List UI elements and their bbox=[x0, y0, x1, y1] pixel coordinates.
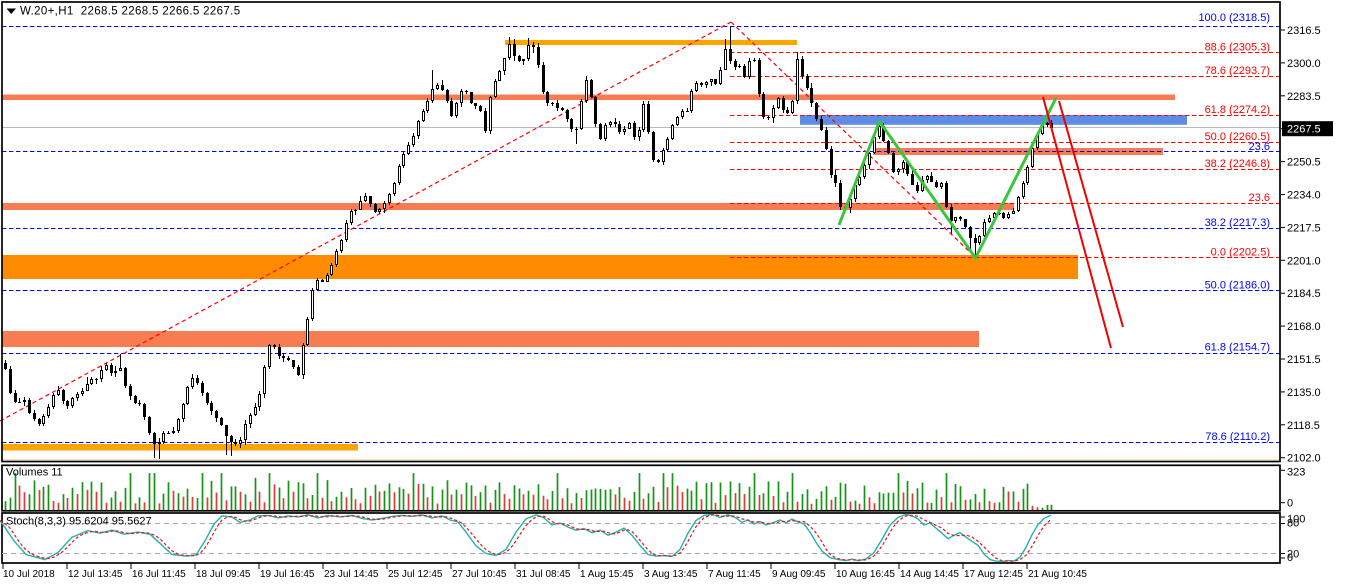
svg-text:31 Jul 08:45: 31 Jul 08:45 bbox=[516, 569, 571, 580]
svg-text:19 Jul 16:45: 19 Jul 16:45 bbox=[260, 569, 315, 580]
svg-text:20: 20 bbox=[1287, 548, 1299, 560]
svg-text:2283.5: 2283.5 bbox=[1287, 91, 1321, 103]
svg-text:38.2 (2217.3): 38.2 (2217.3) bbox=[1205, 217, 1270, 229]
svg-text:12 Jul 13:45: 12 Jul 13:45 bbox=[68, 569, 123, 580]
svg-text:80: 80 bbox=[1287, 518, 1299, 530]
svg-text:3 Aug 13:45: 3 Aug 13:45 bbox=[644, 569, 698, 580]
svg-text:0: 0 bbox=[1287, 497, 1293, 509]
svg-text:23.6: 23.6 bbox=[1249, 141, 1270, 153]
svg-text:21 Aug 10:45: 21 Aug 10:45 bbox=[1028, 569, 1087, 580]
svg-text:2316.5: 2316.5 bbox=[1287, 25, 1321, 37]
svg-text:2201.0: 2201.0 bbox=[1287, 255, 1321, 267]
svg-text:323: 323 bbox=[1287, 467, 1305, 479]
svg-text:88.6 (2305.3): 88.6 (2305.3) bbox=[1205, 42, 1270, 54]
svg-text:W.20+,H1 2268.5 2268.5 2266.5: W.20+,H1 2268.5 2268.5 2266.5 2267.5 bbox=[20, 6, 240, 18]
svg-text:2118.5: 2118.5 bbox=[1287, 420, 1320, 432]
svg-text:23.6: 23.6 bbox=[1249, 192, 1270, 204]
svg-text:100.0 (2318.5): 100.0 (2318.5) bbox=[1198, 12, 1270, 24]
svg-text:0.0 (2202.5): 0.0 (2202.5) bbox=[1211, 247, 1270, 259]
svg-text:78.6 (2293.7): 78.6 (2293.7) bbox=[1205, 65, 1270, 77]
svg-text:2135.0: 2135.0 bbox=[1287, 387, 1321, 399]
svg-text:2267.5: 2267.5 bbox=[1287, 124, 1321, 136]
svg-text:9 Aug 09:45: 9 Aug 09:45 bbox=[772, 569, 826, 580]
svg-text:Volumes 11: Volumes 11 bbox=[6, 467, 63, 479]
svg-text:2168.0: 2168.0 bbox=[1287, 321, 1321, 333]
svg-text:78.6 (2110.2): 78.6 (2110.2) bbox=[1205, 431, 1270, 443]
svg-text:61.8 (2154.7): 61.8 (2154.7) bbox=[1205, 342, 1270, 354]
svg-text:27 Jul 10:45: 27 Jul 10:45 bbox=[452, 569, 507, 580]
svg-text:50.0 (2260.5): 50.0 (2260.5) bbox=[1205, 131, 1270, 143]
svg-text:18 Jul 09:45: 18 Jul 09:45 bbox=[196, 569, 251, 580]
svg-text:2234.0: 2234.0 bbox=[1287, 190, 1321, 202]
svg-text:2184.5: 2184.5 bbox=[1287, 288, 1321, 300]
svg-text:23 Jul 14:45: 23 Jul 14:45 bbox=[324, 569, 379, 580]
svg-text:14 Aug 14:45: 14 Aug 14:45 bbox=[900, 569, 959, 580]
svg-text:Stoch(8,3,3) 95.6204 95.5627: Stoch(8,3,3) 95.6204 95.5627 bbox=[6, 516, 152, 528]
svg-text:1 Aug 15:45: 1 Aug 15:45 bbox=[580, 569, 634, 580]
svg-text:10 Aug 16:45: 10 Aug 16:45 bbox=[836, 569, 895, 580]
svg-text:100: 100 bbox=[1287, 514, 1305, 526]
svg-text:2151.5: 2151.5 bbox=[1287, 354, 1321, 366]
svg-text:50.0 (2186.0): 50.0 (2186.0) bbox=[1205, 280, 1270, 292]
svg-text:2250.5: 2250.5 bbox=[1287, 157, 1321, 169]
svg-text:0: 0 bbox=[1287, 552, 1293, 564]
svg-text:38.2 (2246.8): 38.2 (2246.8) bbox=[1205, 158, 1270, 170]
svg-text:17 Aug 12:45: 17 Aug 12:45 bbox=[964, 569, 1023, 580]
svg-text:2102.0: 2102.0 bbox=[1287, 453, 1321, 465]
svg-text:2217.5: 2217.5 bbox=[1287, 222, 1321, 234]
svg-text:7 Aug 11:45: 7 Aug 11:45 bbox=[708, 569, 761, 580]
svg-text:61.8 (2274.2): 61.8 (2274.2) bbox=[1205, 104, 1270, 116]
svg-text:2300.0: 2300.0 bbox=[1287, 58, 1321, 70]
svg-text:10 Jul 2018: 10 Jul 2018 bbox=[3, 569, 55, 580]
svg-text:16 Jul 11:45: 16 Jul 11:45 bbox=[132, 569, 186, 580]
svg-text:25 Jul 12:45: 25 Jul 12:45 bbox=[388, 569, 443, 580]
